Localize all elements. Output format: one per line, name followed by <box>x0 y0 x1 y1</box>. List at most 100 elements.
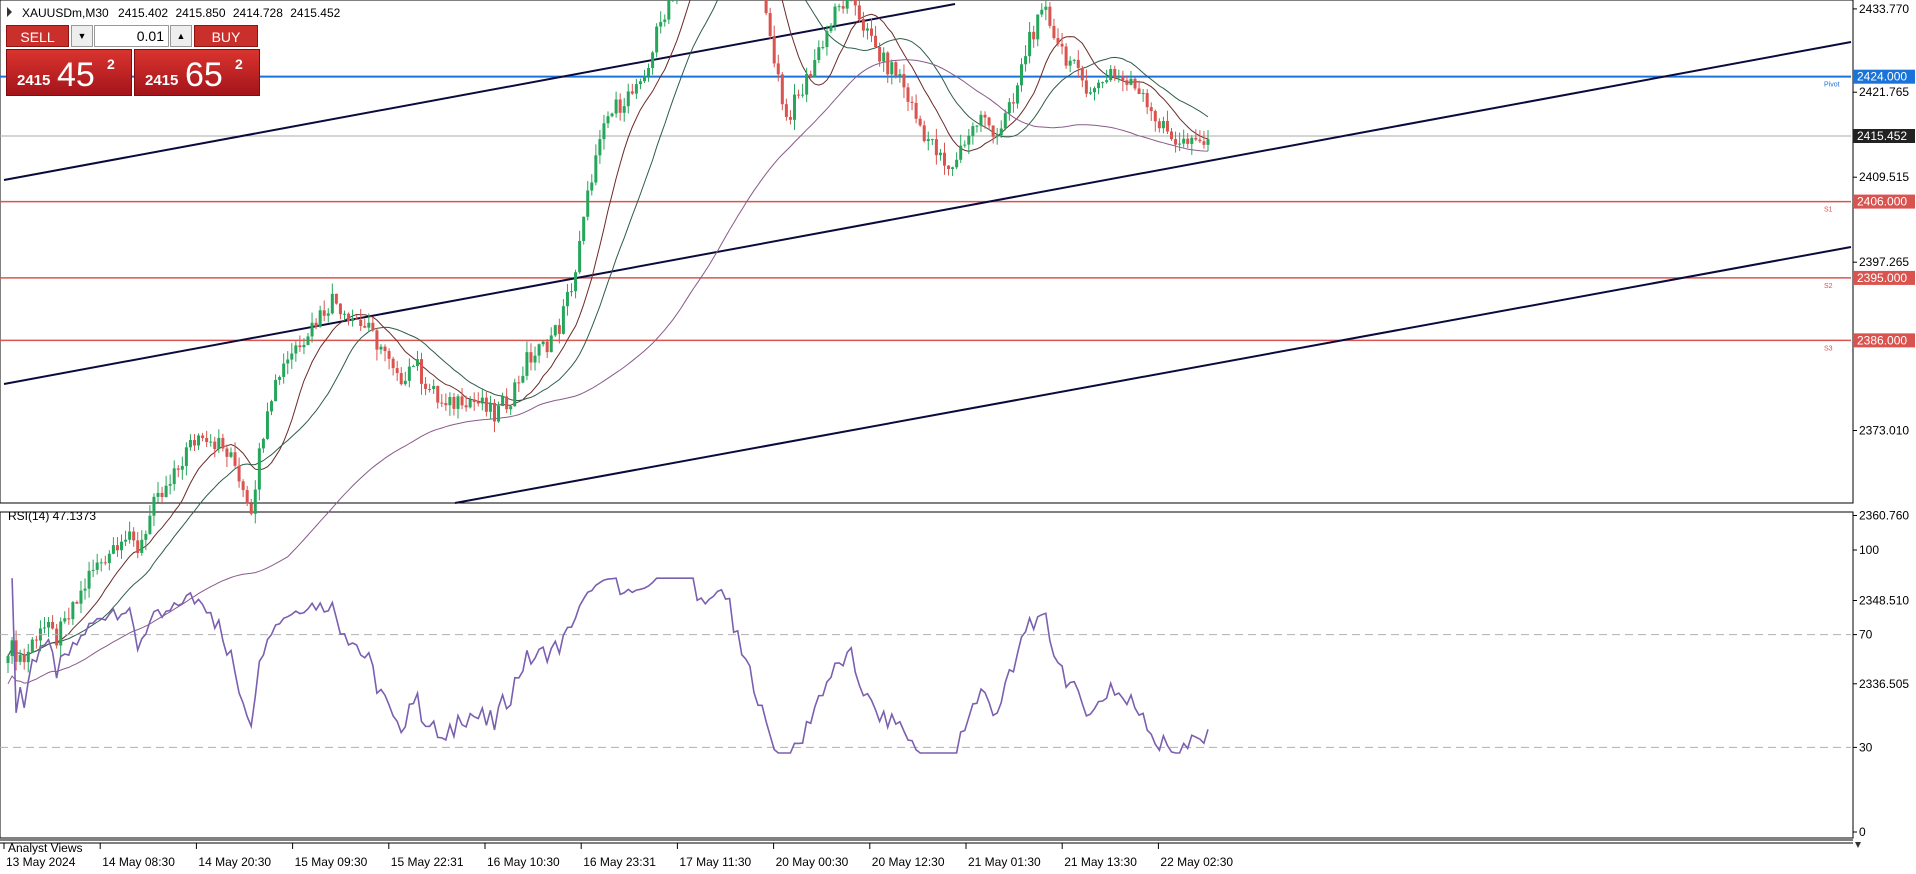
candle <box>1080 65 1084 88</box>
candle <box>610 112 614 118</box>
ma-slow-line <box>7 59 1209 685</box>
candle-body <box>910 101 914 103</box>
candle-body <box>991 125 995 137</box>
rsi-axis-label: 30 <box>1859 740 1873 754</box>
candle <box>103 555 107 566</box>
candle-body <box>533 355 537 363</box>
candle <box>497 401 501 423</box>
price-axis-label: 2360.760 <box>1859 508 1909 522</box>
candle <box>87 561 91 598</box>
candle-body <box>857 5 861 19</box>
candle-body <box>975 125 979 127</box>
candle <box>407 358 411 388</box>
candle-body <box>156 492 160 497</box>
candle-body <box>784 104 788 117</box>
candle-body <box>553 325 557 336</box>
lot-decrease-button[interactable]: ▼ <box>71 25 93 47</box>
candle <box>642 69 646 84</box>
candle-body <box>59 621 63 646</box>
candle-body <box>618 99 622 113</box>
candle <box>237 457 241 488</box>
lot-increase-button[interactable]: ▲ <box>170 25 192 47</box>
candle <box>298 335 302 352</box>
candle-body <box>667 0 671 20</box>
candle-body <box>1032 31 1036 40</box>
candle-body <box>638 81 642 85</box>
candle <box>517 375 521 393</box>
buy-button[interactable]: BUY <box>194 25 258 47</box>
sell-price-button[interactable]: 2415 45 2 <box>6 49 132 96</box>
candle <box>817 40 821 64</box>
candle-body <box>942 152 946 166</box>
time-axis-label: 16 May 10:30 <box>487 855 560 869</box>
candle <box>910 96 914 111</box>
rsi-line <box>11 577 1209 754</box>
time-axis-label: 21 May 13:30 <box>1064 855 1137 869</box>
axis-scroll-icon[interactable] <box>1855 842 1861 848</box>
candle-body <box>655 26 659 53</box>
candle-body <box>817 47 821 61</box>
candle-body <box>1007 102 1011 114</box>
candle <box>282 353 286 384</box>
candle <box>1170 128 1174 141</box>
ma-fast-line <box>7 0 1209 657</box>
candle-body <box>67 618 71 620</box>
candle <box>1032 25 1036 48</box>
candle <box>213 436 217 458</box>
candle <box>233 442 237 468</box>
channel-upper-line[interactable] <box>3 3 956 181</box>
candle-body <box>107 553 111 564</box>
candle-body <box>229 452 233 457</box>
candle-body <box>1170 131 1174 140</box>
candle-body <box>99 562 103 564</box>
candle-body <box>926 139 930 142</box>
candle-body <box>525 352 529 376</box>
level-tag-s3: S3 <box>1824 345 1833 352</box>
candle-body <box>517 382 521 384</box>
rsi-indicator <box>0 577 1851 754</box>
candle-body <box>1092 88 1096 93</box>
candle <box>1036 14 1040 47</box>
candle-body <box>853 0 857 6</box>
collapse-arrow-icon[interactable] <box>7 7 12 17</box>
candle-body <box>188 440 192 448</box>
candle-body <box>829 25 833 32</box>
candle-body <box>545 341 549 353</box>
sell-price-sup: 2 <box>107 56 115 72</box>
candle <box>294 341 298 362</box>
candle <box>456 394 460 419</box>
buy-price-button[interactable]: 2415 65 2 <box>134 49 260 96</box>
buy-price-prefix: 2415 <box>145 72 179 89</box>
moving-averages <box>7 0 1209 685</box>
candle <box>1052 18 1056 40</box>
candle-body <box>1080 67 1084 81</box>
candle-body <box>861 18 865 31</box>
candle <box>768 7 772 40</box>
candle <box>533 346 537 371</box>
candle <box>537 343 541 364</box>
candle-body <box>1048 6 1052 26</box>
candle-body <box>213 441 217 449</box>
candle <box>999 120 1003 138</box>
candle <box>894 61 898 79</box>
candle-body <box>371 322 375 331</box>
candle <box>659 11 663 34</box>
candle <box>1048 2 1052 29</box>
channel-middle-line[interactable] <box>3 41 1852 385</box>
candle-body <box>42 627 46 629</box>
sell-button[interactable]: SELL <box>6 25 69 47</box>
candle-body <box>55 628 59 646</box>
lot-size-input[interactable] <box>94 25 169 47</box>
axes: 100703002446.0202433.7702421.7652409.515… <box>3 2 1909 869</box>
candle <box>107 550 111 571</box>
candle-body <box>460 396 464 406</box>
candle-body <box>865 28 869 31</box>
candle <box>1190 135 1194 155</box>
channel-lower-line[interactable] <box>454 246 1852 504</box>
candle-body <box>610 113 614 117</box>
candle-body <box>282 363 286 377</box>
analyst-views-tab[interactable]: Analyst Views <box>8 841 82 855</box>
candle <box>91 559 95 578</box>
candle <box>428 383 432 393</box>
